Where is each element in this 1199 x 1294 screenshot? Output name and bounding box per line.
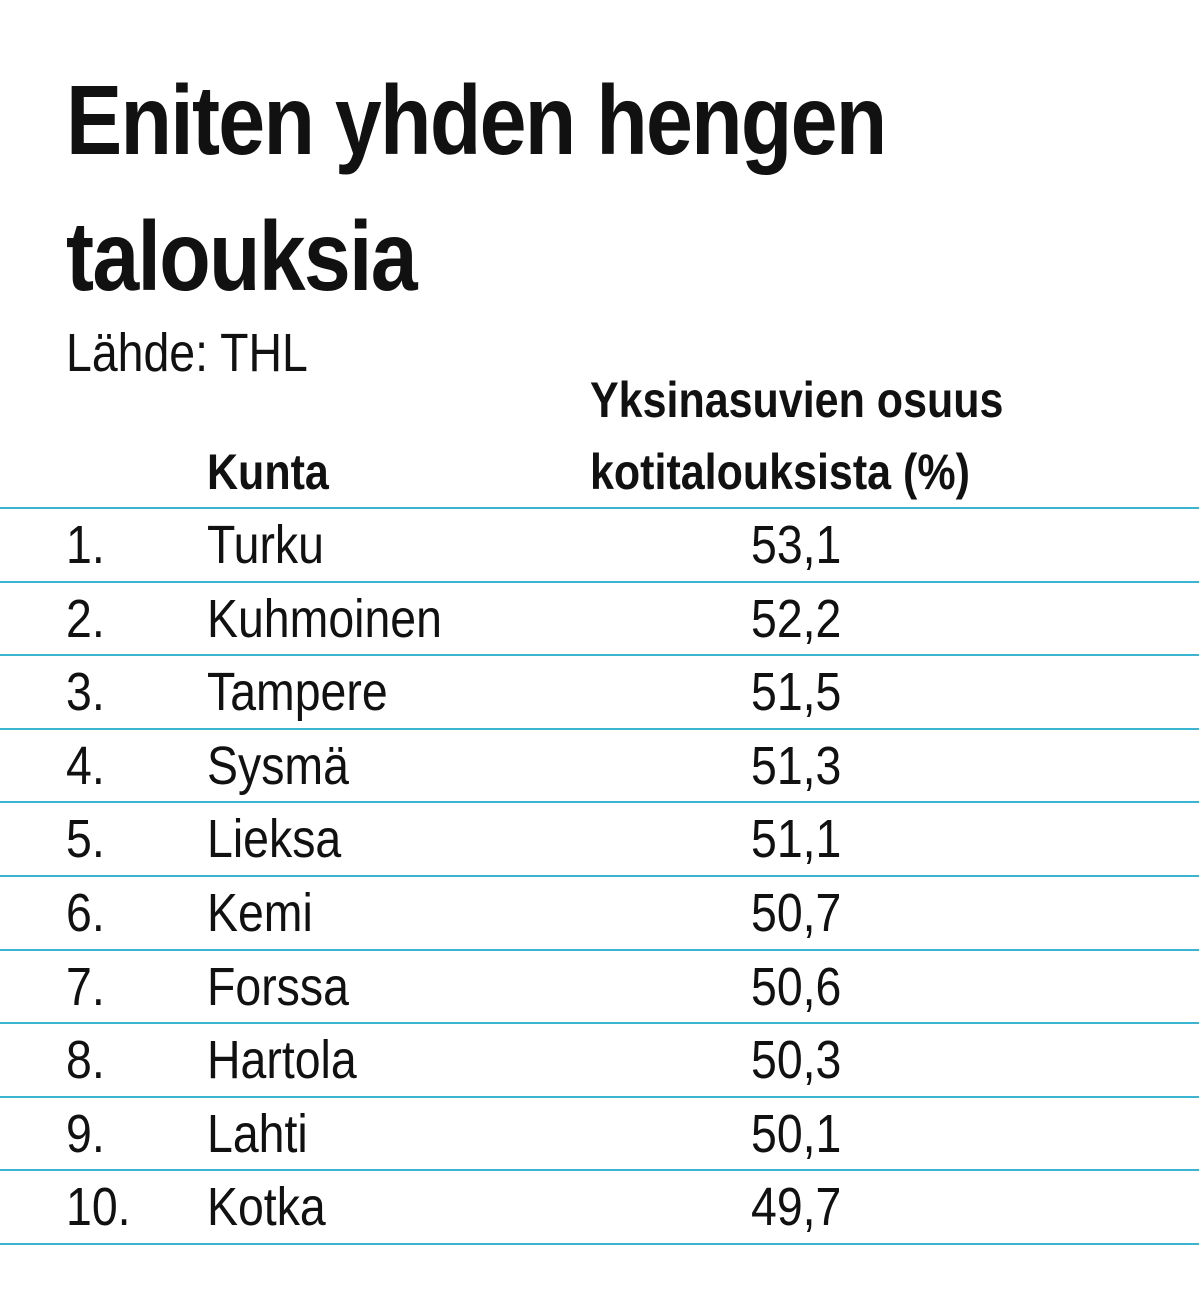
rank-cell: 6.	[66, 883, 105, 943]
kunta-cell: Hartola	[207, 1030, 357, 1090]
rank-cell: 1.	[66, 515, 105, 575]
kunta-cell: Kotka	[207, 1177, 326, 1237]
column-header-kunta: Kunta	[207, 444, 329, 500]
row-divider	[0, 949, 1199, 951]
kunta-cell: Lahti	[207, 1104, 308, 1164]
value-cell: 50,3	[751, 1030, 842, 1090]
table-row: 10. Kotka 49,7	[0, 1171, 1199, 1243]
row-divider	[0, 728, 1199, 730]
value-cell: 49,7	[751, 1177, 842, 1237]
column-header-value-line-2: kotitalouksista (%)	[590, 444, 970, 500]
page-title: Eniten yhden hengen talouksia	[66, 52, 1012, 324]
value-cell: 50,1	[751, 1104, 842, 1164]
row-divider	[0, 1169, 1199, 1171]
table-row: 2. Kuhmoinen 52,2	[0, 583, 1199, 655]
table-row: 3. Tampere 51,5	[0, 656, 1199, 728]
table-row: 8. Hartola 50,3	[0, 1024, 1199, 1096]
value-cell: 52,2	[751, 589, 842, 649]
rank-cell: 4.	[66, 736, 105, 796]
kunta-cell: Forssa	[207, 957, 349, 1017]
kunta-cell: Lieksa	[207, 809, 342, 869]
value-cell: 53,1	[751, 515, 842, 575]
table-row: 4. Sysmä 51,3	[0, 730, 1199, 802]
table-row: 1. Turku 53,1	[0, 509, 1199, 581]
value-cell: 50,7	[751, 883, 842, 943]
title-line-1: Eniten yhden hengen	[66, 65, 887, 175]
rank-cell: 9.	[66, 1104, 105, 1164]
column-header-value: Yksinasuvien osuus kotitalouksista (%)	[590, 364, 1003, 508]
row-divider	[0, 875, 1199, 877]
value-cell: 50,6	[751, 957, 842, 1017]
row-divider	[0, 581, 1199, 583]
row-divider	[0, 654, 1199, 656]
kunta-cell: Kemi	[207, 883, 313, 943]
row-divider	[0, 1022, 1199, 1024]
source-note: Lähde: THL	[66, 323, 308, 383]
table-row: 5. Lieksa 51,1	[0, 803, 1199, 875]
rank-cell: 3.	[66, 662, 105, 722]
kunta-cell: Turku	[207, 515, 324, 575]
row-divider	[0, 1096, 1199, 1098]
row-divider	[0, 1243, 1199, 1245]
value-cell: 51,5	[751, 662, 842, 722]
rank-cell: 8.	[66, 1030, 105, 1090]
title-line-2: talouksia	[66, 201, 418, 311]
kunta-cell: Sysmä	[207, 736, 349, 796]
rank-cell: 10.	[66, 1177, 131, 1237]
row-divider	[0, 507, 1199, 509]
table-row: 7. Forssa 50,6	[0, 951, 1199, 1023]
table-row: 9. Lahti 50,1	[0, 1098, 1199, 1170]
value-cell: 51,1	[751, 809, 842, 869]
rank-cell: 2.	[66, 589, 105, 649]
column-header-value-line-1: Yksinasuvien osuus	[590, 372, 1004, 428]
rank-cell: 7.	[66, 957, 105, 1017]
kunta-cell: Kuhmoinen	[207, 589, 442, 649]
row-divider	[0, 801, 1199, 803]
table-row: 6. Kemi 50,7	[0, 877, 1199, 949]
kunta-cell: Tampere	[207, 662, 388, 722]
value-cell: 51,3	[751, 736, 842, 796]
rank-cell: 5.	[66, 809, 105, 869]
